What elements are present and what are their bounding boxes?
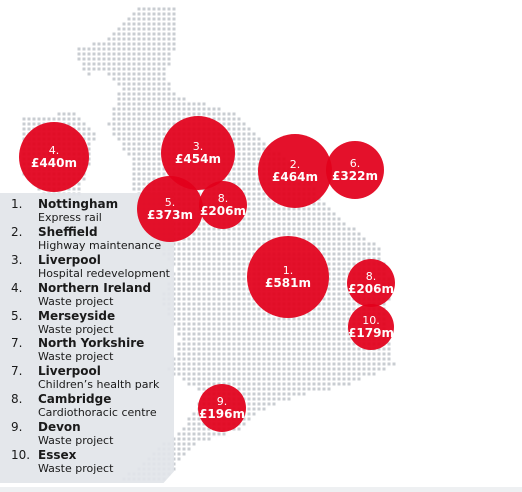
project-bubble-1[interactable]: 1. £581m	[247, 236, 329, 318]
bubble-amount: £440m	[31, 156, 77, 170]
project-bubble-9[interactable]: 9. £196m	[198, 384, 246, 432]
legend-place: Nottingham	[38, 197, 119, 211]
legend-number: 9.	[11, 420, 23, 434]
project-bubble-6[interactable]: 6. £322m	[326, 141, 384, 199]
bubble-number: 1.	[282, 264, 294, 277]
bubble-number: 4.	[48, 144, 60, 157]
legend-item: 10. Essex Waste project	[11, 448, 174, 476]
legend-number: 7.	[11, 364, 23, 378]
bubble-amount: £581m	[265, 276, 311, 290]
bubble-amount: £373m	[147, 208, 193, 222]
legend-place: Northern Ireland	[38, 281, 152, 295]
legend-place: Merseyside	[38, 309, 116, 323]
bubble-number: 10.	[362, 314, 380, 327]
bubble-number: 3.	[192, 140, 204, 153]
bubble-number: 2.	[289, 158, 301, 171]
legend-place: Sheffield	[38, 225, 98, 239]
legend-item: 1. Nottingham Express rail	[11, 197, 174, 225]
project-legend: 1. Nottingham Express rail 2. Sheffield Highw…	[0, 193, 174, 483]
legend-place: Liverpool	[38, 364, 101, 378]
project-bubble-8-north[interactable]: 8. £206m	[199, 181, 247, 229]
legend-item: 9. Devon Waste project	[11, 420, 174, 448]
project-bubble-5[interactable]: 5. £373m	[137, 176, 203, 242]
bubble-number: 9.	[216, 395, 228, 408]
bubble-amount: £454m	[175, 152, 221, 166]
legend-description: Waste project	[38, 434, 114, 447]
legend-item: 7. North Yorkshire Waste project	[11, 336, 174, 364]
legend-number: 10.	[11, 448, 31, 462]
legend-number: 4.	[11, 281, 23, 295]
legend-item: 4. Northern Ireland Waste project	[11, 281, 174, 309]
bubble-number: 8.	[365, 270, 377, 283]
legend-place: Cambridge	[38, 392, 112, 406]
bubble-amount: £206m	[348, 282, 394, 296]
legend-number: 3.	[11, 253, 23, 267]
project-bubble-10[interactable]: 10. £179m	[348, 304, 394, 350]
bubble-number: 5.	[164, 196, 176, 209]
legend-description: Express rail	[38, 211, 102, 224]
legend-item: 8. Cambridge Cardiothoracic centre	[11, 392, 174, 420]
legend-description: Children’s health park	[38, 378, 160, 391]
legend-item: 5. Merseyside Waste project	[11, 309, 174, 337]
legend-description: Cardiothoracic centre	[38, 406, 157, 419]
bubble-amount: £464m	[272, 170, 318, 184]
legend-item: 2. Sheffield Highway maintenance	[11, 225, 174, 253]
legend-place: Devon	[38, 420, 81, 434]
legend-place: Essex	[38, 448, 77, 462]
legend-item: 7. Liverpool Children’s health park	[11, 364, 174, 392]
bubble-amount: £206m	[200, 204, 246, 218]
bottom-divider	[0, 487, 522, 492]
legend-number: 8.	[11, 392, 23, 406]
project-bubble-2[interactable]: 2. £464m	[258, 134, 332, 208]
legend-description: Waste project	[38, 350, 114, 363]
bubble-number: 6.	[349, 157, 361, 170]
legend-number: 7.	[11, 336, 23, 350]
project-bubble-8-east[interactable]: 8. £206m	[347, 259, 395, 307]
legend-description: Waste project	[38, 295, 114, 308]
legend-number: 1.	[11, 197, 23, 211]
bubble-amount: £179m	[348, 326, 394, 340]
project-bubble-4[interactable]: 4. £440m	[19, 122, 89, 192]
bubble-number: 8.	[217, 192, 229, 205]
legend-number: 5.	[11, 309, 23, 323]
legend-place: Liverpool	[38, 253, 101, 267]
legend-place: North Yorkshire	[38, 336, 145, 350]
legend-description: Hospital redevelopment	[38, 267, 170, 280]
legend-number: 2.	[11, 225, 23, 239]
legend-item: 3. Liverpool Hospital redevelopment	[11, 253, 174, 281]
legend-description: Waste project	[38, 462, 114, 475]
legend-description: Highway maintenance	[38, 239, 162, 252]
legend-description: Waste project	[38, 323, 114, 336]
project-bubble-3[interactable]: 3. £454m	[161, 116, 235, 190]
bubble-amount: £196m	[199, 407, 245, 421]
bubble-amount: £322m	[332, 169, 378, 183]
